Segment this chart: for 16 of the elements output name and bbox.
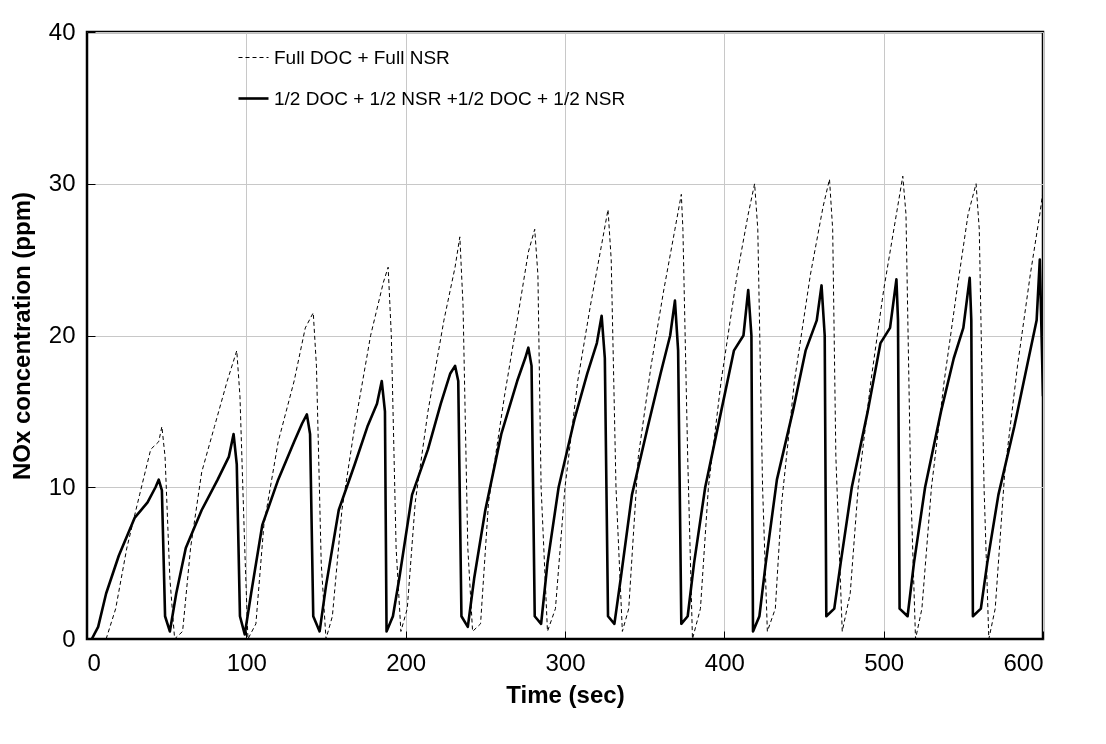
y-tick-label: 0 [62,624,76,652]
y-tick-label: 30 [48,169,76,197]
y-tick-label: 40 [48,17,76,45]
legend-label: 1/2 DOC + 1/2 NSR +1/2 DOC + 1/2 NSR [274,87,626,109]
y-tick-label: 10 [48,472,76,500]
x-tick-label: 400 [704,648,745,676]
x-tick-label: 200 [386,648,427,676]
x-tick-label: 100 [226,648,267,676]
x-tick-label: 600 [1003,648,1044,676]
x-axis-title: Time (sec) [506,680,625,708]
x-tick-label: 500 [864,648,905,676]
x-tick-label: 300 [545,648,586,676]
y-tick-label: 20 [48,321,76,348]
x-tick-label: 0 [87,648,101,676]
legend-label: Full DOC + Full NSR [274,46,450,68]
y-axis-title: NOx concentration (ppm) [7,191,35,481]
